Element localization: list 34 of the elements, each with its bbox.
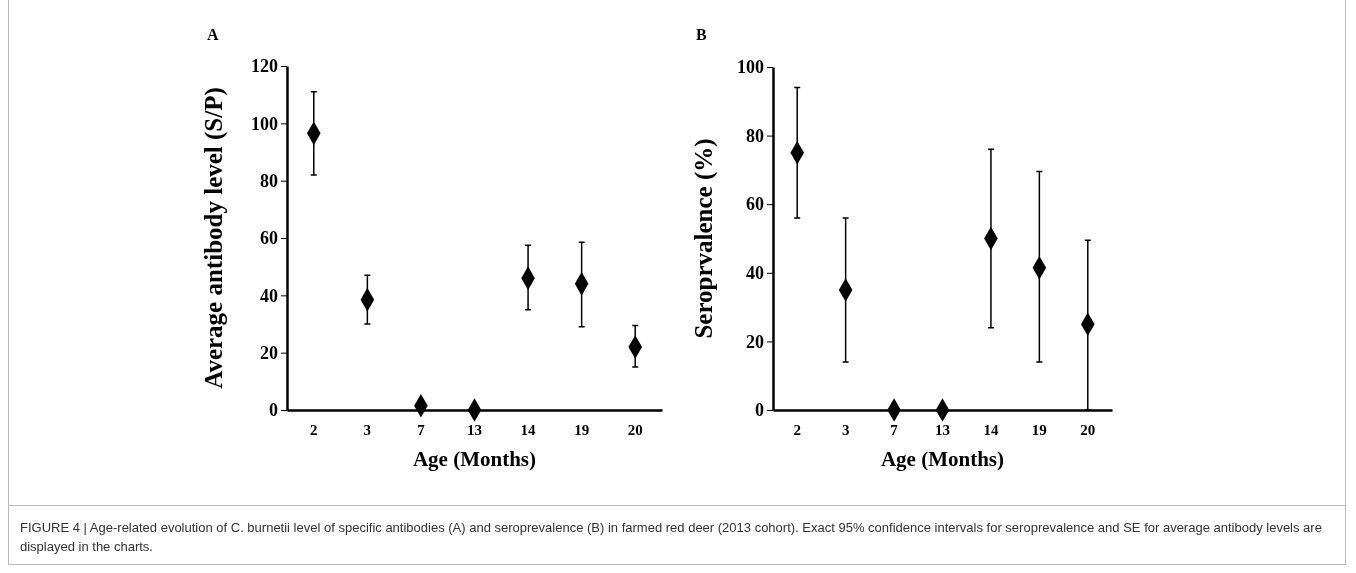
y-tick-label: 100 (251, 113, 278, 134)
x-tick-label: 13 (467, 421, 482, 438)
x-axis-title: Age (Months) (880, 447, 1005, 471)
x-tick-label: 3 (841, 421, 850, 438)
y-tick-label: 0 (755, 400, 764, 421)
text: B (696, 26, 707, 43)
y-tick-label: 0 (269, 400, 278, 421)
y-tick-label: 60 (260, 228, 278, 249)
x-tick-label: 7 (890, 421, 899, 438)
y-tick-label: 40 (260, 285, 278, 306)
x-tick-label: 7 (417, 421, 426, 438)
x-tick-label: 14 (983, 421, 999, 438)
x-tick-label: 20 (627, 421, 643, 438)
y-axis-title: Seroprvalence (%) (690, 138, 718, 339)
y-tick-label: 80 (746, 125, 764, 146)
y-tick-label: 120 (251, 56, 278, 77)
x-tick-label: 19 (574, 421, 590, 438)
x-tick-label: 20 (1080, 421, 1096, 438)
x-tick-label: 2 (310, 421, 318, 438)
y-tick-label: 20 (746, 331, 764, 352)
x-axis-title: Age (Months) (412, 447, 537, 471)
y-tick-label: 80 (260, 170, 278, 191)
x-tick-label: 3 (363, 421, 372, 438)
x-tick-label: 14 (520, 421, 537, 438)
y-axis-title: Average antibody level (S/P) (200, 87, 228, 389)
y-tick-label: 100 (737, 57, 764, 78)
x-tick-label: 13 (935, 421, 950, 438)
caption: FIGURE 4 | Age-related evolution of C. burnetii level of specific antibodies (A) and seroprevalence (B) in farmed red deer (2013 cohort). Exact 95% confidence intervals for seroprevalence and SE for average antibody levels are displayed in the charts. (20, 519, 1323, 556)
y-tick-label: 20 (260, 342, 278, 363)
y-tick-label: 40 (746, 263, 764, 284)
text: A (207, 26, 219, 43)
y-tick-label: 60 (746, 194, 764, 215)
x-tick-label: 19 (1031, 421, 1047, 438)
x-tick-label: 2 (793, 421, 801, 438)
